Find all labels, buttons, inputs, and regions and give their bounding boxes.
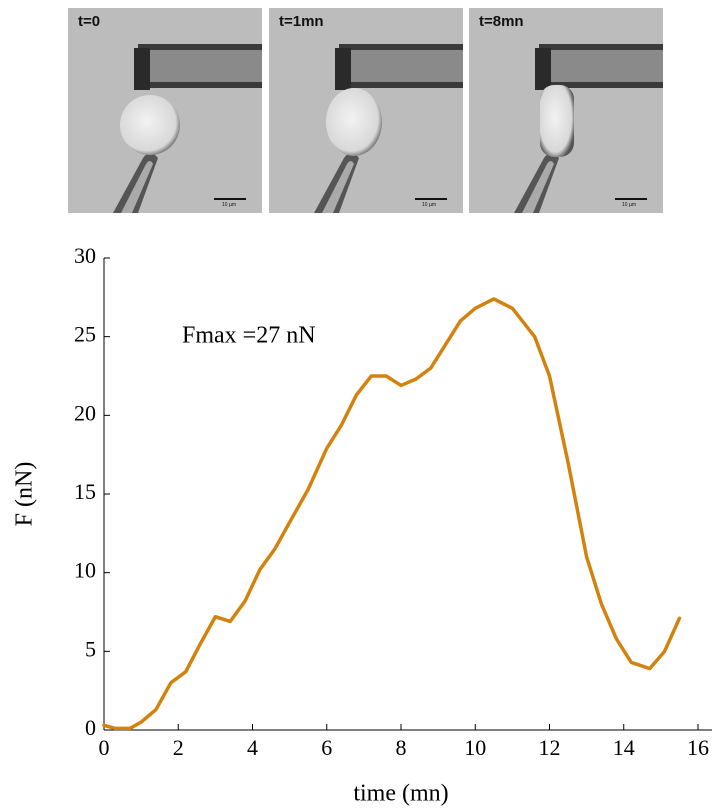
scale-bar-label: 10 µm: [422, 202, 436, 208]
image-label: t=0: [78, 13, 100, 30]
chart: time (mn) F (nN) Fmax =27 nN 05101520253…: [12, 243, 712, 807]
x-tick-label: 6: [321, 735, 332, 760]
x-tick-label: 2: [173, 735, 184, 760]
x-tick-label: 0: [99, 735, 110, 760]
x-tick-label: 8: [396, 735, 407, 760]
x-tick-label: 10: [464, 735, 486, 760]
image-label: t=8mn: [479, 13, 524, 30]
image-panel: t=0 10 µm: [68, 8, 262, 213]
x-tick-label: 12: [539, 735, 561, 760]
y-tick-label: 5: [85, 636, 96, 661]
data-line: [102, 297, 682, 731]
y-tick-label: 30: [74, 243, 96, 268]
y-tick-label: 20: [74, 400, 96, 425]
y-tick-label: 25: [74, 322, 96, 347]
y-tick-label: 15: [74, 479, 96, 504]
image-panel: t=1mn 10 µm: [269, 8, 463, 213]
image-panel: t=8mn 10 µm: [469, 8, 663, 213]
x-axis-label: time (mn): [353, 781, 448, 807]
x-tick-label: 14: [613, 735, 635, 760]
scale-bar-label: 10 µm: [222, 202, 236, 208]
image-label: t=1mn: [279, 13, 324, 30]
y-axis-label: F (nN): [12, 462, 38, 527]
scale-bar-label: 10 µm: [622, 202, 636, 208]
x-tick-label: 4: [247, 735, 258, 760]
annotation: Fmax =27 nN: [182, 323, 316, 349]
y-tick-label: 10: [74, 558, 96, 583]
y-tick-label: 0: [85, 715, 96, 740]
x-tick-label: 16: [687, 735, 709, 760]
